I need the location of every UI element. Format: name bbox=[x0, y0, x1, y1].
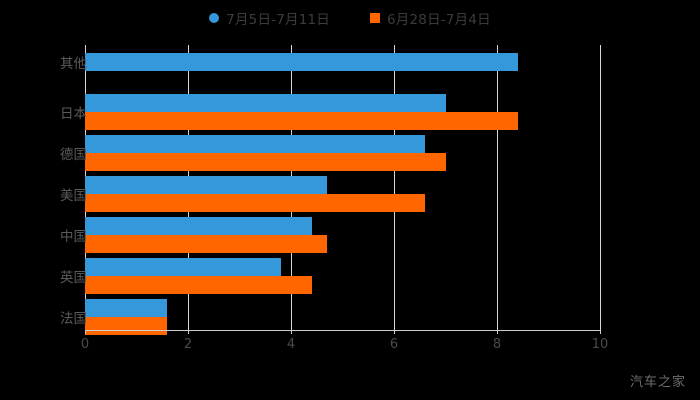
bar[interactable] bbox=[85, 299, 168, 317]
bar[interactable] bbox=[85, 235, 328, 253]
bar[interactable] bbox=[85, 135, 425, 153]
bar[interactable] bbox=[85, 194, 425, 212]
x-tick-label: 8 bbox=[492, 337, 502, 352]
x-tick-label: 2 bbox=[183, 337, 193, 352]
gridline bbox=[394, 45, 395, 330]
y-axis-category-label: 美国 bbox=[60, 188, 87, 204]
y-axis-category-label: 日本 bbox=[60, 106, 87, 122]
bar[interactable] bbox=[85, 153, 446, 171]
x-tick-label: 4 bbox=[286, 337, 296, 352]
y-axis-category-label: 法国 bbox=[60, 311, 87, 327]
x-tick-label: 6 bbox=[389, 337, 399, 352]
x-tick-mark bbox=[394, 330, 395, 334]
bar[interactable] bbox=[85, 258, 281, 276]
watermark: 汽车之家 bbox=[629, 375, 686, 390]
y-axis-category-label: 中国 bbox=[60, 229, 87, 245]
x-tick-mark bbox=[291, 330, 292, 334]
bar[interactable] bbox=[85, 53, 518, 71]
y-axis-category-label: 其他 bbox=[60, 56, 87, 72]
legend-item-series-1[interactable]: 7月5日-7月11日 bbox=[209, 8, 330, 28]
bar[interactable] bbox=[85, 176, 328, 194]
chart-legend: 7月5日-7月11日 6月28日-7月4日 bbox=[0, 8, 700, 28]
x-tick-mark bbox=[188, 330, 189, 334]
legend-item-series-2[interactable]: 6月28日-7月4日 bbox=[370, 8, 491, 28]
bar[interactable] bbox=[85, 317, 168, 335]
bar[interactable] bbox=[85, 276, 312, 294]
legend-label-series-1: 7月5日-7月11日 bbox=[226, 12, 330, 28]
gridline bbox=[497, 45, 498, 330]
x-axis-line bbox=[85, 330, 601, 331]
x-tick-label: 0 bbox=[80, 337, 90, 352]
y-axis-category-label: 德国 bbox=[60, 147, 87, 163]
bar[interactable] bbox=[85, 94, 446, 112]
x-tick-mark bbox=[497, 330, 498, 334]
gridline bbox=[600, 45, 601, 330]
plot-area bbox=[85, 45, 601, 335]
bar[interactable] bbox=[85, 112, 518, 130]
y-axis-category-label: 英国 bbox=[60, 270, 87, 286]
legend-label-series-2: 6月28日-7月4日 bbox=[387, 12, 491, 28]
x-tick-mark bbox=[85, 330, 86, 334]
x-tick-mark bbox=[600, 330, 601, 334]
bar[interactable] bbox=[85, 217, 312, 235]
legend-marker-circle-icon bbox=[209, 13, 220, 23]
legend-marker-square-icon bbox=[370, 13, 380, 23]
x-tick-label: 10 bbox=[591, 337, 609, 352]
